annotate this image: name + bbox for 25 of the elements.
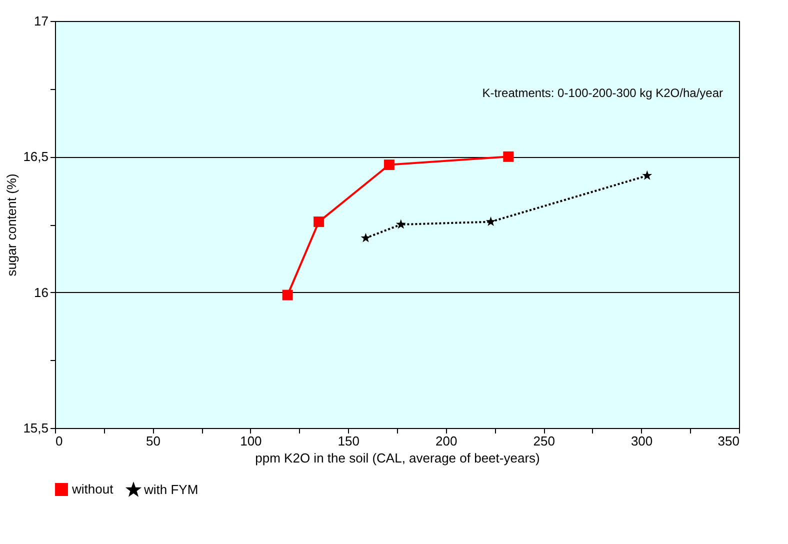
x-tick-label: 200: [436, 434, 458, 448]
x-axis-title: ppm K2O in the soil (CAL, average of beet-years): [255, 450, 540, 466]
point: [486, 216, 496, 226]
point: [396, 219, 406, 229]
y-axis-title: sugar content (%): [4, 174, 20, 276]
point: [360, 232, 371, 242]
legend-label: with FYM: [143, 482, 198, 498]
annotation: K-treatments: 0-100-200-300 kg K2O/ha/year: [482, 86, 724, 100]
x-tick-label: 300: [630, 434, 653, 448]
x-tick-label: 50: [146, 434, 160, 448]
x-tick-label: 100: [240, 434, 262, 448]
legend-label: without: [71, 482, 114, 497]
y-tick-label: 16,5: [23, 149, 48, 164]
x-tick-label: 150: [338, 434, 360, 448]
point: [314, 216, 324, 228]
x-tick-label: 250: [533, 434, 555, 448]
x-tick-label: 0: [56, 434, 63, 448]
point: [642, 170, 652, 180]
y-tick-label: 17: [34, 14, 48, 28]
x-tick-label: 350: [718, 434, 740, 448]
y-tick-label: 15,5: [23, 420, 48, 436]
point: [384, 160, 394, 170]
point: [503, 151, 514, 162]
point: [282, 290, 293, 300]
y-tick-label: 16: [34, 284, 48, 300]
